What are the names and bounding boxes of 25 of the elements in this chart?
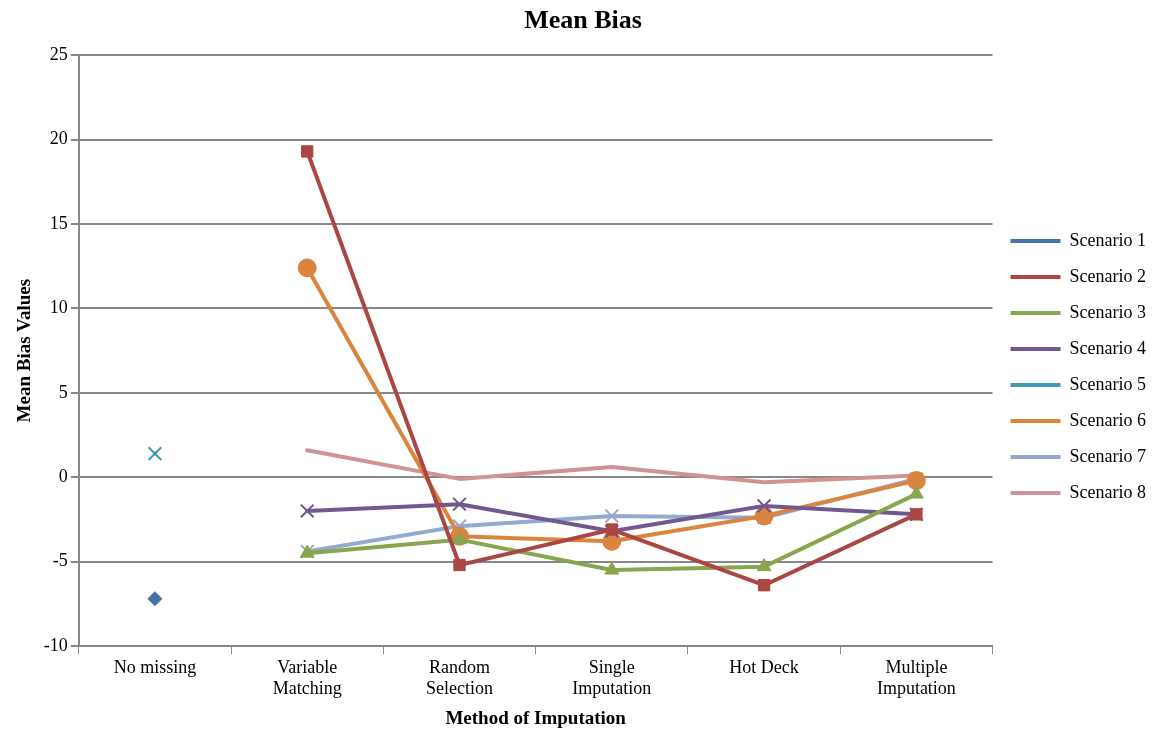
- y-tick-label: 15: [49, 212, 68, 233]
- x-tick-label: Variable Matching: [272, 656, 342, 699]
- legend-label: Scenario 1: [1069, 229, 1147, 250]
- y-tick-label: 20: [49, 128, 68, 149]
- y-tick-label: 25: [49, 43, 68, 64]
- legend-label: Scenario 4: [1069, 337, 1147, 358]
- y-tick-label: -5: [52, 550, 68, 571]
- legend-label: Scenario 3: [1069, 301, 1147, 322]
- y-tick-label: 5: [58, 381, 68, 402]
- x-tick-label: Multiple Imputation: [876, 656, 956, 699]
- x-tick-label: Hot Deck: [729, 656, 799, 677]
- legend-label: Scenario 8: [1069, 481, 1147, 502]
- x-axis-title: Method of Imputation: [445, 706, 627, 728]
- y-axis-title: Mean Bias Values: [13, 278, 35, 423]
- y-tick-label: -10: [43, 634, 68, 655]
- x-tick-label: Single Imputation: [572, 656, 652, 699]
- x-tick-label: No missing: [113, 656, 197, 677]
- x-tick-label: Random Selection: [426, 656, 494, 699]
- legend-label: Scenario 5: [1069, 373, 1147, 394]
- y-tick-label: 0: [58, 465, 68, 486]
- legend-label: Scenario 6: [1069, 409, 1147, 430]
- y-tick-label: 10: [49, 297, 68, 318]
- legend-label: Scenario 7: [1069, 445, 1147, 466]
- legend-label: Scenario 2: [1069, 265, 1147, 286]
- chart-title: Mean Bias: [524, 5, 642, 35]
